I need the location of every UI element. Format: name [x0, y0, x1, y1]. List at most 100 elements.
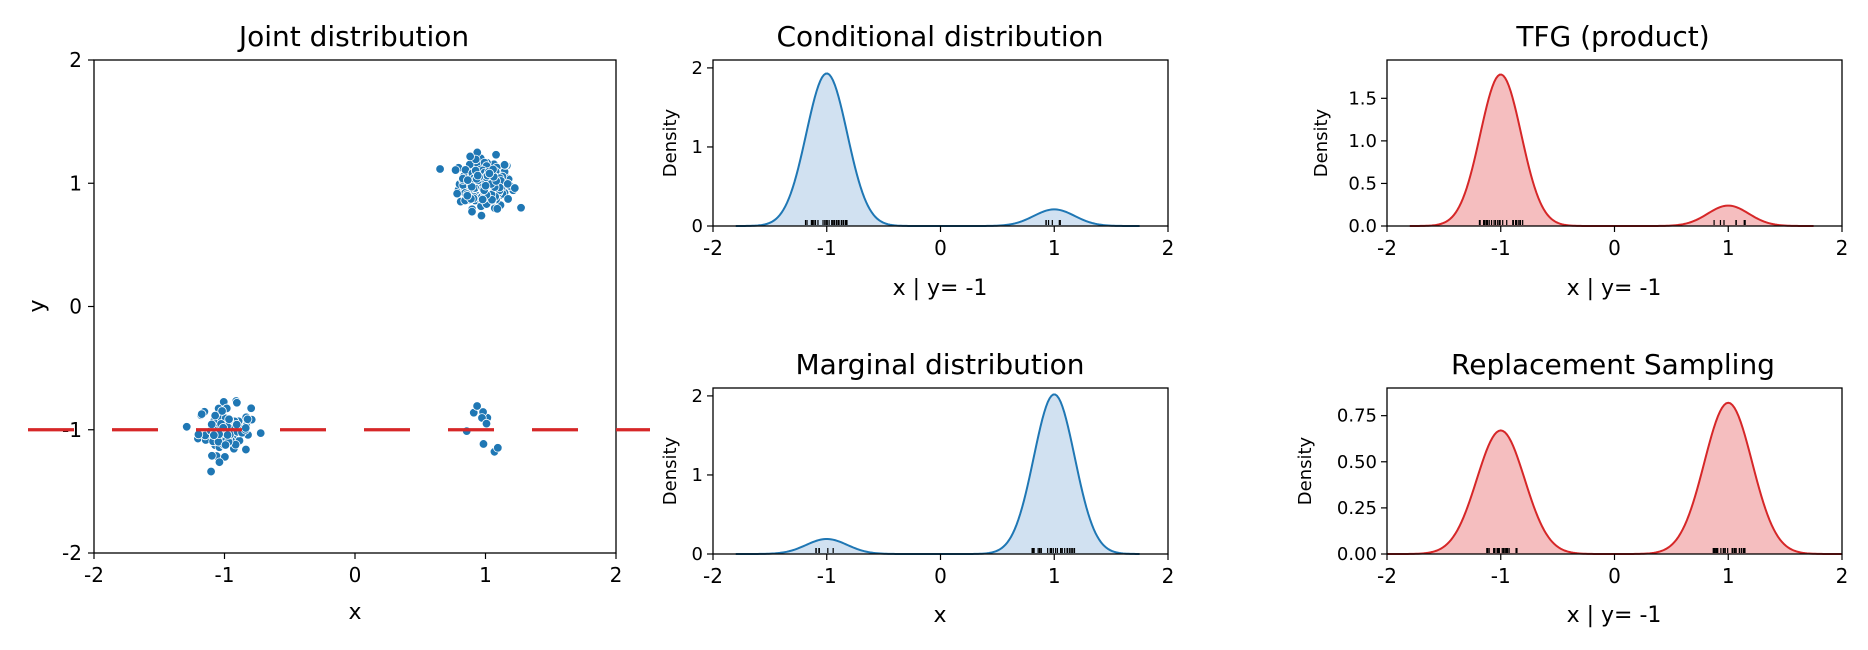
- joint-point: [193, 429, 204, 440]
- tfg-x-label: x | y= -1: [1567, 276, 1662, 301]
- conditional-xtick-label: -1: [817, 236, 837, 260]
- joint-point: [476, 210, 487, 221]
- conditional-xtick-label: -2: [703, 236, 723, 260]
- replacement-ytick-label: 0.50: [1337, 452, 1377, 473]
- replacement-density-fill: [1387, 402, 1842, 554]
- conditional-distribution-panel: Conditional distribution -2 -1 0 1 2 0 1 2 x |…: [660, 20, 1174, 301]
- replacement-title: Replacement Sampling: [1451, 348, 1775, 381]
- joint-point: [465, 151, 475, 162]
- joint-axes-frame: [93, 59, 617, 554]
- joint-point: [241, 423, 251, 433]
- conditional-x-label: x | y= -1: [893, 276, 988, 301]
- marginal-xtick-label: 2: [1162, 564, 1175, 588]
- tfg-density-fill: [1409, 74, 1814, 226]
- joint-point: [484, 168, 495, 179]
- joint-point: [477, 194, 488, 205]
- joint-title: Joint distribution: [237, 20, 469, 53]
- marginal-xtick-label: 0: [934, 564, 947, 588]
- joint-point: [197, 409, 207, 419]
- tfg-ytick-label: 1.5: [1348, 88, 1377, 109]
- joint-xtick-label: -1: [215, 563, 235, 587]
- marginal-axes-frame: [712, 387, 1169, 555]
- joint-point: [224, 414, 234, 424]
- marginal-title: Marginal distribution: [795, 348, 1084, 381]
- joint-point: [209, 430, 219, 440]
- tfg-title: TFG (product): [1515, 20, 1709, 53]
- replacement-ytick-label: 0.25: [1337, 498, 1377, 519]
- marginal-xtick-label: -1: [817, 564, 837, 588]
- joint-point: [246, 403, 256, 413]
- joint-y-label: y: [25, 299, 50, 312]
- joint-point: [242, 414, 253, 424]
- replacement-xtick-label: 0: [1608, 564, 1621, 588]
- joint-point: [480, 181, 491, 191]
- joint-point: [503, 179, 513, 189]
- tfg-xtick-label: -1: [1491, 236, 1511, 260]
- joint-point: [491, 150, 501, 160]
- joint-point: [492, 204, 502, 214]
- joint-point: [256, 428, 266, 438]
- joint-point: [493, 443, 503, 453]
- replacement-y-label: Density: [1295, 436, 1316, 505]
- joint-point: [207, 419, 217, 430]
- joint-ytick-label: -2: [62, 541, 82, 565]
- joint-point: [503, 194, 513, 204]
- conditional-y-label: Density: [660, 108, 681, 177]
- joint-point: [214, 457, 225, 467]
- marginal-density-fill: [735, 394, 1140, 554]
- replacement-ytick-label: 0.75: [1337, 406, 1377, 427]
- joint-ytick-label: 1: [69, 171, 82, 195]
- marginal-distribution-panel: Marginal distribution -2 -1 0 1 2 0 1 2 x Dens…: [660, 348, 1174, 628]
- joint-point: [510, 183, 520, 193]
- tfg-xtick-label: 2: [1836, 236, 1849, 260]
- tfg-axes-frame: [1386, 59, 1843, 227]
- replacement-ytick-label: 0.00: [1337, 544, 1377, 565]
- replacement-x-label: x | y= -1: [1567, 603, 1662, 628]
- conditional-ytick-label: 2: [692, 58, 703, 79]
- joint-point: [481, 418, 492, 429]
- marginal-ytick-label: 2: [692, 386, 703, 407]
- joint-point: [478, 439, 489, 449]
- marginal-ytick-label: 0: [692, 544, 703, 565]
- joint-xtick-label: 0: [349, 563, 362, 587]
- joint-point: [450, 165, 461, 175]
- replacement-density-line: [1387, 401, 1842, 555]
- joint-point: [217, 406, 227, 416]
- tfg-product-panel: TFG (product) -2 -1 0 1 2 0.0 0.5 1.0 1.5 x | y…: [1311, 20, 1848, 301]
- tfg-ytick-label: 0.0: [1348, 216, 1377, 237]
- conditional-ytick-label: 0: [692, 216, 703, 237]
- marginal-ytick-label: 1: [692, 465, 703, 486]
- joint-point: [232, 398, 242, 408]
- replacement-sampling-panel: Replacement Sampling -2 -1 0 1 2 0.00 0.25 0.5…: [1295, 348, 1848, 628]
- joint-point: [210, 410, 220, 421]
- tfg-xtick-label: -2: [1377, 236, 1397, 260]
- joint-point: [206, 466, 216, 477]
- conditional-axes-frame: [712, 59, 1169, 227]
- conditional-ytick-label: 1: [692, 137, 703, 158]
- replacement-xtick-label: -2: [1377, 564, 1397, 588]
- replacement-xtick-label: -1: [1491, 564, 1511, 588]
- tfg-ytick-label: 1.0: [1348, 131, 1377, 152]
- joint-point: [499, 160, 510, 170]
- marginal-y-label: Density: [660, 436, 681, 505]
- joint-ytick-label: 2: [69, 48, 82, 72]
- tfg-xtick-label: 1: [1722, 236, 1735, 260]
- joint-point: [473, 170, 483, 181]
- joint-point: [472, 401, 482, 411]
- tfg-xtick-label: 0: [1608, 236, 1621, 260]
- conditional-xtick-label: 1: [1048, 236, 1061, 260]
- joint-x-label: x: [348, 600, 361, 625]
- joint-xtick-label: 1: [479, 563, 492, 587]
- joint-point: [207, 451, 217, 461]
- conditional-xtick-label: 0: [934, 236, 947, 260]
- joint-ytick-label: 0: [69, 295, 82, 319]
- replacement-xtick-label: 2: [1836, 564, 1849, 588]
- joint-point: [452, 188, 462, 199]
- tfg-ytick-label: 0.5: [1348, 173, 1377, 194]
- replacement-xtick-label: 1: [1722, 564, 1735, 588]
- joint-point: [182, 422, 192, 432]
- conditional-title: Conditional distribution: [776, 20, 1103, 53]
- marginal-xtick-label: -2: [703, 564, 723, 588]
